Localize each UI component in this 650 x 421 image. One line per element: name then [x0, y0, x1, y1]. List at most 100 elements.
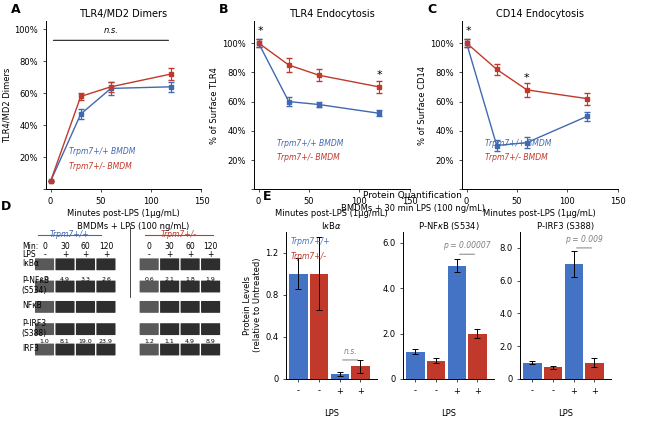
Text: C: C: [427, 3, 436, 16]
Text: -: -: [43, 250, 46, 259]
FancyBboxPatch shape: [55, 258, 75, 270]
Text: +: +: [62, 250, 68, 259]
Bar: [448, 266, 466, 379]
FancyBboxPatch shape: [140, 258, 159, 270]
Text: LPS: LPS: [558, 409, 573, 418]
Text: 8.1: 8.1: [60, 339, 70, 344]
Text: D: D: [1, 200, 12, 213]
Text: +: +: [83, 250, 88, 259]
Text: p = 0.00007: p = 0.00007: [443, 241, 491, 250]
FancyBboxPatch shape: [181, 258, 200, 270]
FancyBboxPatch shape: [140, 344, 159, 355]
Text: 2.6: 2.6: [101, 277, 111, 282]
FancyBboxPatch shape: [76, 301, 95, 313]
FancyBboxPatch shape: [181, 281, 200, 293]
Bar: [565, 264, 583, 379]
FancyBboxPatch shape: [96, 344, 116, 355]
Bar: [585, 362, 604, 379]
Text: Trpm7+/+ BMDM: Trpm7+/+ BMDM: [69, 147, 135, 156]
Text: BMDMs + LPS (100 ng/mL): BMDMs + LPS (100 ng/mL): [77, 222, 189, 231]
FancyBboxPatch shape: [96, 258, 116, 270]
FancyBboxPatch shape: [140, 323, 159, 335]
FancyBboxPatch shape: [76, 323, 95, 335]
Text: 1.0: 1.0: [40, 277, 49, 282]
Text: p = 0.009: p = 0.009: [565, 234, 603, 243]
Text: Protein Quantification: Protein Quantification: [363, 191, 462, 200]
Text: +: +: [166, 250, 173, 259]
Text: 23.9: 23.9: [99, 339, 113, 344]
Text: 1.1: 1.1: [165, 339, 174, 344]
FancyBboxPatch shape: [201, 301, 220, 313]
Text: Min:: Min:: [21, 242, 38, 251]
Text: 0: 0: [42, 242, 47, 251]
Text: 60: 60: [185, 242, 195, 251]
FancyBboxPatch shape: [160, 301, 179, 313]
Bar: [331, 374, 349, 379]
Text: 0: 0: [147, 242, 151, 251]
Bar: [426, 361, 445, 379]
Text: BMDMs + 30 min LPS (100 ng/mL): BMDMs + 30 min LPS (100 ng/mL): [341, 204, 485, 213]
FancyBboxPatch shape: [201, 344, 220, 355]
Text: 1.0: 1.0: [40, 339, 49, 344]
Text: 2.1: 2.1: [164, 277, 175, 282]
Text: 19.0: 19.0: [79, 339, 92, 344]
FancyBboxPatch shape: [96, 323, 116, 335]
FancyBboxPatch shape: [160, 281, 179, 293]
FancyBboxPatch shape: [55, 281, 75, 293]
Title: TLR4 Endocytosis: TLR4 Endocytosis: [289, 9, 374, 19]
Text: *: *: [524, 73, 530, 83]
FancyBboxPatch shape: [96, 301, 116, 313]
FancyBboxPatch shape: [35, 258, 54, 270]
Text: 0.6: 0.6: [144, 277, 154, 282]
FancyBboxPatch shape: [140, 301, 159, 313]
Bar: [523, 362, 541, 379]
Text: 3.3: 3.3: [81, 277, 90, 282]
FancyBboxPatch shape: [140, 281, 159, 293]
FancyBboxPatch shape: [55, 344, 75, 355]
FancyBboxPatch shape: [35, 344, 54, 355]
Text: P-IRF3
(S388): P-IRF3 (S388): [21, 319, 47, 338]
Text: LPS: LPS: [21, 250, 35, 259]
Text: 1.2: 1.2: [144, 339, 154, 344]
FancyBboxPatch shape: [55, 323, 75, 335]
Text: +: +: [187, 250, 193, 259]
Text: Trpm7+/- BMDM: Trpm7+/- BMDM: [485, 153, 547, 162]
Y-axis label: % of Surface CD14: % of Surface CD14: [419, 66, 427, 145]
Text: n.s.: n.s.: [343, 346, 357, 355]
Text: 120: 120: [203, 242, 218, 251]
Bar: [351, 366, 370, 379]
Text: P-NFκB
(S534): P-NFκB (S534): [21, 276, 49, 295]
Text: Trpm7+/-: Trpm7+/-: [291, 252, 326, 261]
Text: 1.8: 1.8: [185, 277, 195, 282]
Text: 4.9: 4.9: [185, 339, 195, 344]
X-axis label: Minutes post-LPS (1μg/mL): Minutes post-LPS (1μg/mL): [275, 209, 388, 218]
FancyBboxPatch shape: [35, 323, 54, 335]
Title: P-NF$\kappa$B (S534): P-NF$\kappa$B (S534): [418, 219, 479, 232]
Text: Trpm7+/+: Trpm7+/+: [291, 237, 330, 246]
FancyBboxPatch shape: [181, 301, 200, 313]
Text: *: *: [466, 26, 471, 36]
Bar: [543, 368, 562, 379]
Text: 30: 30: [165, 242, 174, 251]
Text: E: E: [263, 190, 272, 203]
Text: *: *: [376, 70, 382, 80]
Text: B: B: [219, 3, 229, 16]
Text: 1.9: 1.9: [205, 277, 216, 282]
FancyBboxPatch shape: [201, 323, 220, 335]
Text: NFκB: NFκB: [21, 301, 42, 310]
Text: -: -: [148, 250, 151, 259]
Title: P-IRF3 (S388): P-IRF3 (S388): [537, 222, 594, 231]
Text: LPS: LPS: [324, 409, 339, 418]
FancyBboxPatch shape: [160, 258, 179, 270]
Text: 4.9: 4.9: [60, 277, 70, 282]
Text: LPS: LPS: [441, 409, 456, 418]
Text: Trpm7+/+ BMDM: Trpm7+/+ BMDM: [485, 139, 551, 147]
FancyBboxPatch shape: [181, 344, 200, 355]
Text: 60: 60: [81, 242, 90, 251]
FancyBboxPatch shape: [160, 323, 179, 335]
Text: +: +: [103, 250, 109, 259]
Title: TLR4/MD2 Dimers: TLR4/MD2 Dimers: [79, 9, 168, 19]
FancyBboxPatch shape: [55, 301, 75, 313]
Text: 120: 120: [99, 242, 113, 251]
Text: Trpm7+/- BMDM: Trpm7+/- BMDM: [69, 162, 131, 171]
